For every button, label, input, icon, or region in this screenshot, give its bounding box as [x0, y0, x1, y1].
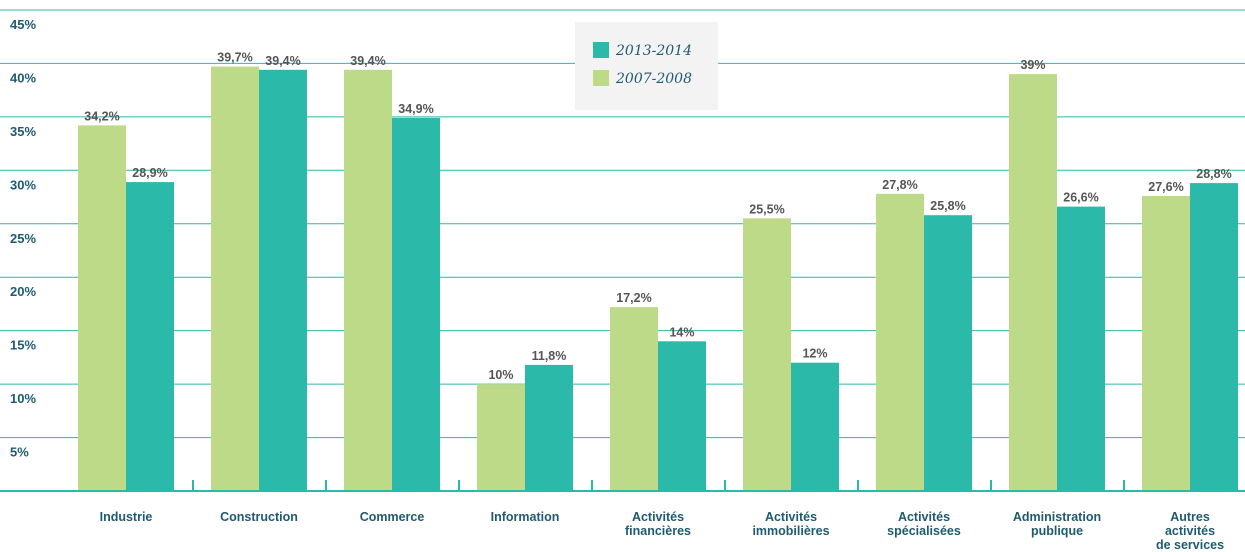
value-label: 28,8%	[1196, 167, 1231, 181]
y-tick-label: 35%	[10, 124, 36, 139]
bar	[344, 69, 392, 492]
x-category-label: financières	[625, 524, 691, 538]
x-category-label: de services	[1156, 538, 1224, 552]
y-tick-label: 5%	[10, 445, 29, 460]
bar	[477, 384, 525, 491]
bar	[1009, 74, 1057, 491]
value-label: 34,2%	[84, 109, 119, 123]
x-category-label: Commerce	[360, 510, 425, 524]
value-label: 27,8%	[882, 178, 917, 192]
bar	[259, 69, 307, 492]
bar	[791, 362, 839, 491]
y-tick-label: 20%	[10, 284, 36, 299]
x-category-label: Construction	[220, 510, 298, 524]
legend-box	[575, 22, 718, 110]
bar	[743, 218, 791, 491]
bars	[78, 66, 1238, 492]
group-separator	[990, 480, 992, 491]
bar	[1190, 183, 1238, 491]
bar	[876, 193, 924, 492]
value-label: 14%	[669, 325, 694, 339]
y-axis: 5% 10% 15% 20% 25% 30% 35% 40% 45%	[10, 17, 36, 460]
bar	[392, 117, 440, 492]
x-category-label: Activités	[765, 510, 817, 524]
value-label: 11,8%	[532, 349, 567, 363]
legend-label: 2013-2014	[615, 43, 692, 59]
x-axis: Industrie Construction Commerce Information…	[0, 480, 1245, 552]
value-label: 12%	[802, 347, 827, 361]
bar	[1057, 206, 1105, 491]
y-tick-label: 15%	[10, 338, 36, 353]
x-category-label: activités	[1165, 524, 1215, 538]
x-category-label: Activités	[898, 510, 950, 524]
legend-label: 2007-2008	[615, 71, 692, 87]
value-label: 26,6%	[1063, 191, 1098, 205]
y-tick-label: 40%	[10, 70, 36, 85]
y-tick-label: 45%	[10, 17, 36, 32]
y-tick-label: 25%	[10, 231, 36, 246]
value-label: 39,4%	[350, 54, 385, 68]
group-separator	[325, 480, 327, 491]
group-separator	[724, 480, 726, 491]
value-labels: 34,2% 28,9% 39,7% 39,4% 39,4% 34,9% 10% 11,8% 17…	[84, 51, 1231, 383]
group-separator	[1123, 480, 1125, 491]
x-category-label: Industrie	[100, 510, 153, 524]
bar	[1142, 196, 1190, 491]
value-label: 10%	[488, 368, 513, 382]
value-label: 34,9%	[398, 102, 433, 116]
gridlines	[0, 9, 1245, 439]
legend-swatch	[593, 70, 609, 86]
bar	[78, 125, 126, 492]
x-category-label: Activités	[632, 510, 684, 524]
y-tick-label: 10%	[10, 391, 36, 406]
group-separator	[857, 480, 859, 491]
value-label: 39,4%	[265, 54, 300, 68]
value-label: 17,2%	[616, 291, 651, 305]
value-label: 39%	[1020, 58, 1045, 72]
x-category-label: Information	[491, 510, 560, 524]
value-label: 28,9%	[132, 166, 167, 180]
x-category-label: Administration	[1013, 510, 1101, 524]
bar	[525, 364, 573, 491]
x-category-label: immobilières	[752, 524, 829, 538]
bar	[658, 341, 706, 491]
value-label: 25,8%	[930, 199, 965, 213]
value-label: 39,7%	[217, 51, 252, 65]
legend: 2013-2014 2007-2008	[575, 22, 718, 110]
group-separator	[192, 480, 194, 491]
group-separator	[458, 480, 460, 491]
bar	[610, 307, 658, 491]
x-category-label: spécialisées	[887, 524, 961, 538]
bar	[126, 182, 174, 491]
bar	[211, 66, 259, 491]
legend-swatch	[593, 42, 609, 58]
group-separator	[591, 480, 593, 491]
value-label: 27,6%	[1148, 180, 1183, 194]
y-tick-label: 30%	[10, 177, 36, 192]
value-label: 25,5%	[749, 202, 784, 216]
x-category-label: publique	[1031, 524, 1083, 538]
x-category-label: Autres	[1170, 510, 1210, 524]
bar	[924, 215, 972, 491]
